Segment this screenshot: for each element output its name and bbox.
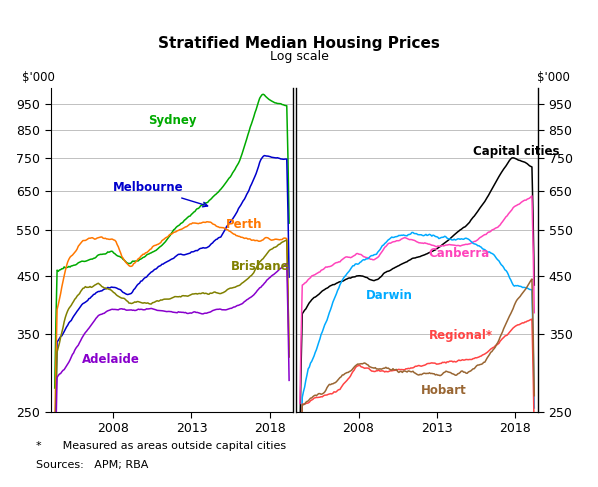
Text: Perth: Perth xyxy=(226,218,263,231)
Text: $'000: $'000 xyxy=(22,72,54,84)
Text: *      Measured as areas outside capital cities: * Measured as areas outside capital citi… xyxy=(36,441,286,451)
Text: Darwin: Darwin xyxy=(367,289,413,302)
Text: Canberra: Canberra xyxy=(429,246,490,260)
Text: Regional*: Regional* xyxy=(429,329,493,342)
Text: Stratified Median Housing Prices: Stratified Median Housing Prices xyxy=(158,36,440,51)
Text: Hobart: Hobart xyxy=(421,384,467,397)
Text: Sydney: Sydney xyxy=(148,114,196,127)
Text: Brisbane: Brisbane xyxy=(230,260,289,273)
Text: $'000: $'000 xyxy=(537,72,570,84)
Text: Log scale: Log scale xyxy=(270,50,328,63)
Text: Melbourne: Melbourne xyxy=(114,182,208,207)
Text: Capital cities: Capital cities xyxy=(472,145,559,158)
Text: Adelaide: Adelaide xyxy=(82,354,140,366)
Text: Sources:   APM; RBA: Sources: APM; RBA xyxy=(36,460,148,470)
